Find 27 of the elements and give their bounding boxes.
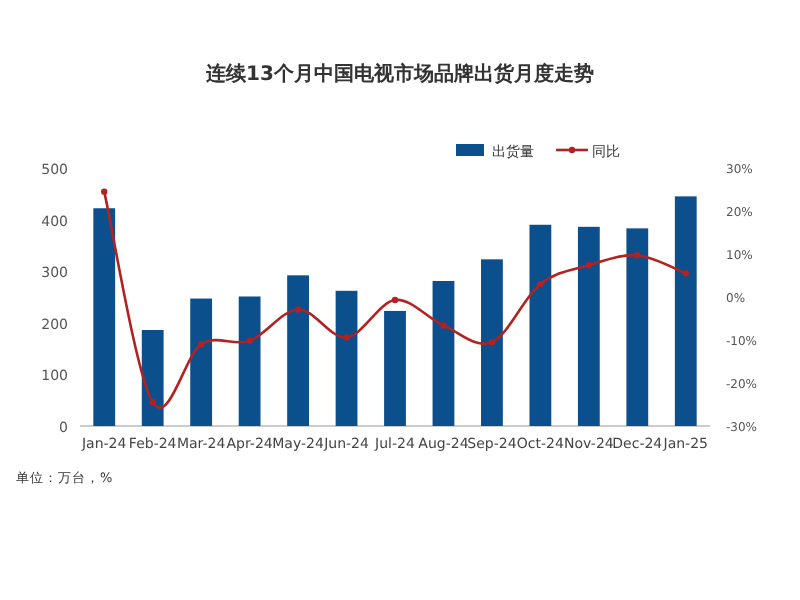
bar (335, 290, 358, 426)
bar (529, 224, 552, 426)
point (149, 399, 156, 406)
bar (432, 281, 455, 426)
point (585, 261, 593, 269)
point (634, 252, 641, 259)
point (101, 188, 108, 195)
point (682, 270, 689, 277)
bar (141, 330, 164, 426)
bar (577, 226, 600, 426)
point (391, 296, 399, 304)
point (343, 334, 350, 341)
bar (287, 275, 309, 426)
bar (481, 259, 503, 426)
chart-title: 连续13个月中国电视市场品牌出货月度走势 (204, 62, 594, 86)
bar (384, 310, 406, 426)
bar (93, 208, 116, 426)
bar (238, 296, 261, 426)
bar (626, 228, 649, 426)
point (197, 341, 205, 348)
point (537, 280, 544, 288)
bar (674, 196, 697, 426)
bar (190, 298, 213, 426)
point (488, 338, 496, 346)
point (246, 337, 253, 345)
point (294, 306, 302, 313)
point (440, 322, 447, 329)
